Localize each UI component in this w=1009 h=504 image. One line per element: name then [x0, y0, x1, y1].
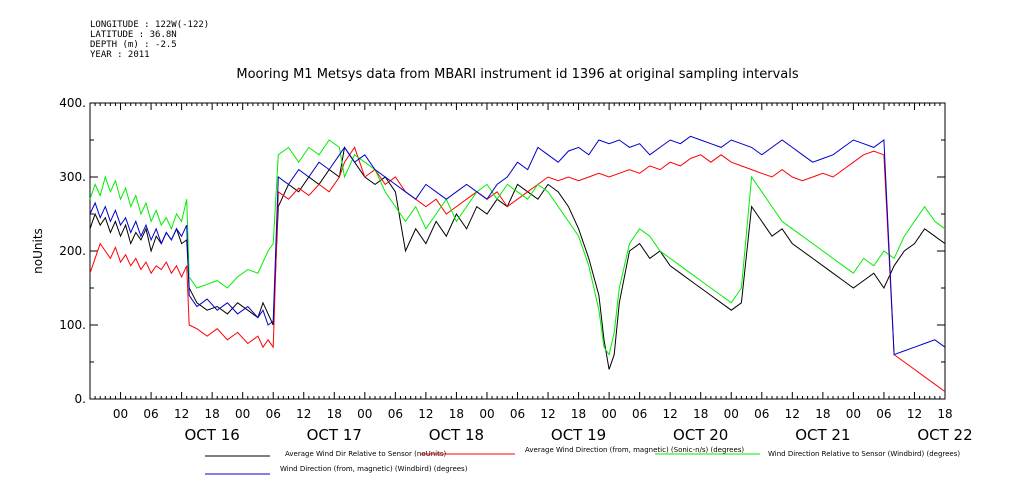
y-axis-label: noUnits: [31, 228, 45, 274]
x-tick-label: 12: [785, 407, 800, 421]
meta-longitude: LONGITUDE : 122W(-122): [90, 20, 210, 30]
x-tick-label: 18: [693, 407, 708, 421]
x-tick-label: 06: [510, 407, 525, 421]
y-tick-label: 100.: [59, 318, 86, 332]
meta-year: YEAR : 2011: [90, 50, 150, 60]
series-line-0: [89, 146, 946, 370]
y-tick-label: 400.: [59, 96, 86, 110]
plot-axes: 00 06 12 18 00 06 12 18 00 06 12 18 00 06 12 18 00 06 12 18…: [59, 96, 972, 444]
x-day-label: OCT 19: [551, 426, 606, 444]
x-tick-label: 00: [479, 407, 494, 421]
x-tick-label: 18: [815, 407, 830, 421]
x-tick-label: 18: [327, 407, 342, 421]
x-tick-label: 06: [388, 407, 403, 421]
x-tick-label: 00: [113, 407, 128, 421]
meta-latitude: LATITUDE : 36.8N: [90, 30, 177, 40]
y-tick-label: 0.: [75, 392, 86, 406]
legend-label-3: Wind Direction (from, magnetic) (Windbir…: [280, 465, 468, 473]
x-day-label: OCT 17: [307, 426, 362, 444]
x-tick-label: 06: [876, 407, 891, 421]
x-tick-label: 12: [418, 407, 433, 421]
x-tick-label: 06: [754, 407, 769, 421]
x-tick-label: 18: [205, 407, 220, 421]
x-tick-label: 00: [235, 407, 250, 421]
metadata-block: LONGITUDE : 122W(-122) LATITUDE : 36.8N …: [90, 20, 209, 60]
legend-label-2: Wind Direction Relative to Sensor (Windb…: [768, 450, 960, 458]
x-tick-label: 18: [449, 407, 464, 421]
legend-label-1: Average Wind Direction (from, magnetic) …: [525, 446, 744, 454]
x-tick-label: 06: [266, 407, 281, 421]
x-tick-label: 12: [174, 407, 189, 421]
meta-depth: DEPTH (m) : -2.5: [90, 40, 177, 50]
x-tick-label: 00: [601, 407, 616, 421]
x-tick-label: 06: [632, 407, 647, 421]
x-tick-label: 12: [663, 407, 678, 421]
x-day-label: OCT 16: [184, 426, 239, 444]
x-tick-label: 18: [937, 407, 952, 421]
legend-label-0: Average Wind Dir Relative to Sensor (noU…: [285, 450, 446, 458]
y-tick-label: 200.: [59, 244, 86, 258]
x-tick-label: 12: [540, 407, 555, 421]
y-tick-label: 300.: [59, 170, 86, 184]
x-tick-label: 00: [724, 407, 739, 421]
x-tick-label: 00: [846, 407, 861, 421]
x-tick-label: 06: [143, 407, 158, 421]
x-day-label: OCT 22: [917, 426, 972, 444]
x-tick-label: 18: [571, 407, 586, 421]
plot-series: [89, 135, 946, 393]
x-tick-label: 12: [296, 407, 311, 421]
x-day-label: OCT 21: [795, 426, 850, 444]
series-line-3: [89, 135, 946, 356]
x-day-label: OCT 20: [673, 426, 728, 444]
x-day-label: OCT 18: [429, 426, 484, 444]
legend: Average Wind Dir Relative to Sensor (noU…: [205, 446, 960, 475]
x-tick-label: 00: [357, 407, 372, 421]
x-tick-label: 12: [907, 407, 922, 421]
series-line-2: [89, 139, 946, 356]
plot-frame: [89, 102, 946, 400]
chart-title: Mooring M1 Metsys data from MBARI instru…: [236, 67, 799, 82]
